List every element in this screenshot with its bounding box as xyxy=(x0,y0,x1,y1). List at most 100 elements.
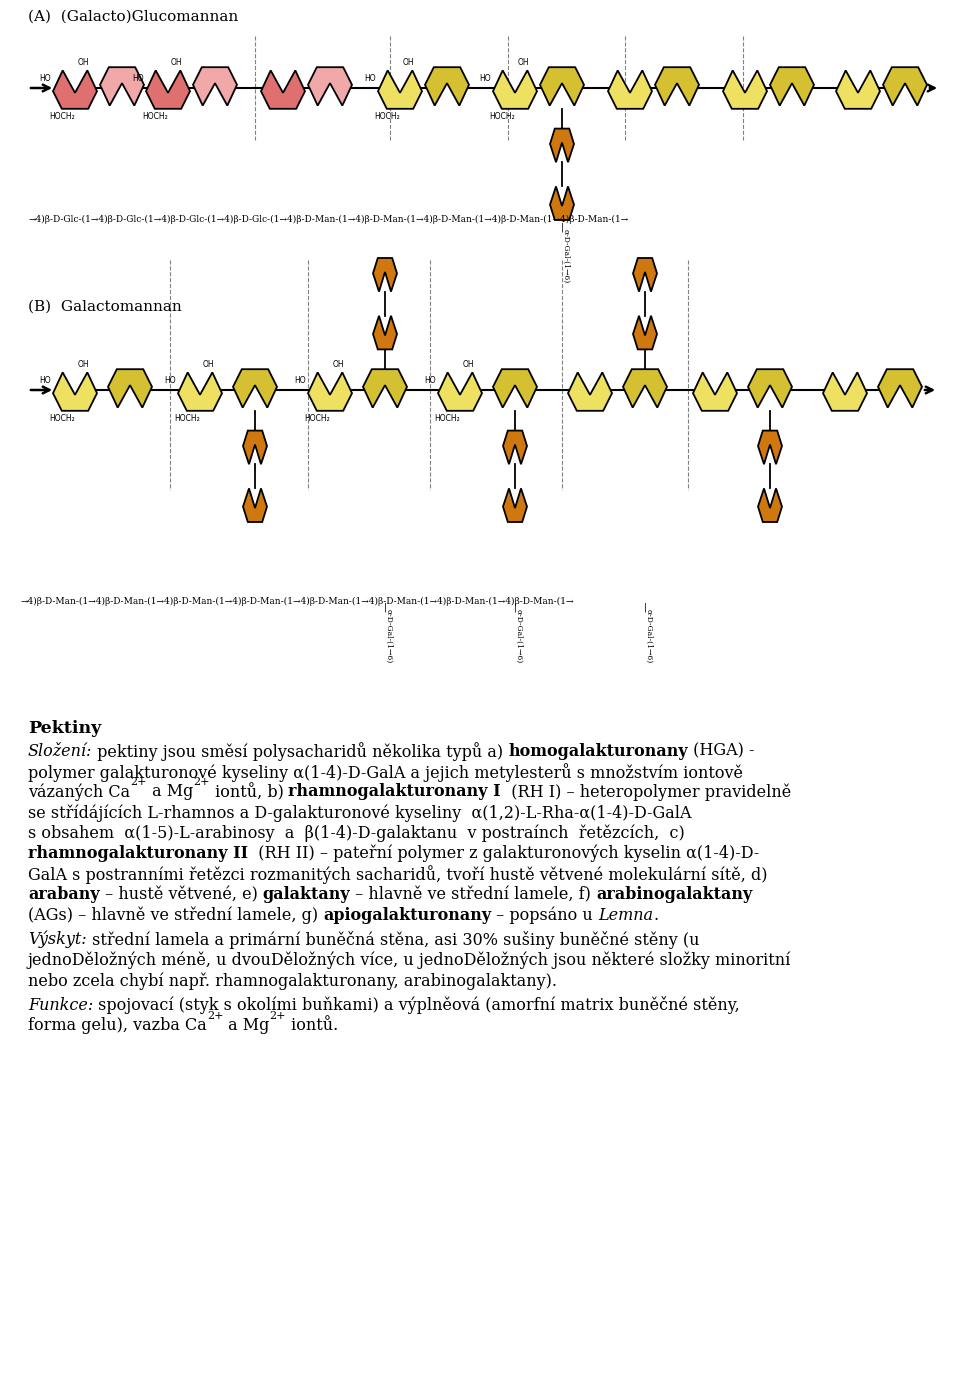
Text: OH: OH xyxy=(78,58,89,68)
Polygon shape xyxy=(568,372,612,411)
Text: HO: HO xyxy=(295,376,306,385)
Text: HO: HO xyxy=(39,376,51,385)
Text: Výskyt:: Výskyt: xyxy=(28,931,86,949)
Text: spojovací (styk s okolími buňkami) a výplněová (amorfní matrix buněčné stěny,: spojovací (styk s okolími buňkami) a výp… xyxy=(93,997,740,1015)
Polygon shape xyxy=(233,370,277,408)
Text: 2+: 2+ xyxy=(206,1011,224,1020)
Text: HOCH₂: HOCH₂ xyxy=(49,112,75,121)
Polygon shape xyxy=(758,430,782,465)
Text: rhamnogalakturonany II: rhamnogalakturonany II xyxy=(28,845,248,862)
Polygon shape xyxy=(261,70,305,109)
Polygon shape xyxy=(193,68,237,106)
Polygon shape xyxy=(503,488,527,523)
Polygon shape xyxy=(770,68,814,106)
Polygon shape xyxy=(146,70,190,109)
Text: (RH I) – heteropolymer pravidelně: (RH I) – heteropolymer pravidelně xyxy=(501,783,791,801)
Polygon shape xyxy=(823,372,867,411)
Polygon shape xyxy=(363,370,407,408)
Text: HO: HO xyxy=(479,74,491,83)
Text: OH: OH xyxy=(203,360,214,370)
Text: HOCH₂: HOCH₂ xyxy=(49,414,75,423)
Text: |: | xyxy=(514,603,516,612)
Text: apiogalakturonany: apiogalakturonany xyxy=(324,906,492,924)
Text: (A)  (Galacto)Glucomannan: (A) (Galacto)Glucomannan xyxy=(28,10,238,23)
Polygon shape xyxy=(633,258,657,291)
Text: GalA s postranními řetězci rozmanitých sacharidů, tvoří hustě větvené molekulárn: GalA s postranními řetězci rozmanitých s… xyxy=(28,866,767,884)
Polygon shape xyxy=(308,372,352,411)
Text: iontů, b): iontů, b) xyxy=(209,783,289,801)
Text: α-D-Gal-(1→6): α-D-Gal-(1→6) xyxy=(562,229,570,283)
Text: s obsahem  α(1-5)-L-arabinosy  a  β(1-4)-D-galaktanu  v postraínch  řetězcích,  : s obsahem α(1-5)-L-arabinosy a β(1-4)-D-… xyxy=(28,825,684,843)
Text: →4)β-D-Man-(1→4)β-D-Man-(1→4)β-D-Man-(1→4)β-D-Man-(1→4)β-D-Man-(1→4)β-D-Man-(1→4: →4)β-D-Man-(1→4)β-D-Man-(1→4)β-D-Man-(1→… xyxy=(20,597,573,607)
Polygon shape xyxy=(758,488,782,523)
Text: OH: OH xyxy=(332,360,344,370)
Text: |: | xyxy=(643,603,646,612)
Text: se střídájících L-rhamnos a D-galakturonové kyseliny  α(1,2)-L-Rha-α(1-4)-D-GalA: se střídájících L-rhamnos a D-galakturon… xyxy=(28,804,691,822)
Text: (HGA) -: (HGA) - xyxy=(688,742,755,760)
Text: HOCH₂: HOCH₂ xyxy=(174,414,200,423)
Text: Lemna: Lemna xyxy=(598,906,653,924)
Polygon shape xyxy=(53,372,97,411)
Polygon shape xyxy=(53,70,97,109)
Text: .: . xyxy=(653,906,659,924)
Text: arabany: arabany xyxy=(28,885,100,903)
Text: – hlavně ve střední lamele, f): – hlavně ve střední lamele, f) xyxy=(350,885,596,903)
Text: (RH II) – pateřní polymer z galakturonových kyselin α(1-4)-D-: (RH II) – pateřní polymer z galakturonov… xyxy=(248,845,759,862)
Text: HOCH₂: HOCH₂ xyxy=(142,112,168,121)
Text: |: | xyxy=(383,603,387,612)
Polygon shape xyxy=(308,68,352,106)
Text: arabinogalaktany: arabinogalaktany xyxy=(596,885,753,903)
Text: HOCH₂: HOCH₂ xyxy=(374,112,399,121)
Text: 2+: 2+ xyxy=(193,778,209,787)
Polygon shape xyxy=(693,372,737,411)
Text: |: | xyxy=(561,223,564,233)
Text: homogalakturonany: homogalakturonany xyxy=(509,742,688,760)
Polygon shape xyxy=(108,370,152,408)
Polygon shape xyxy=(243,430,267,465)
Text: a Mg: a Mg xyxy=(224,1016,270,1034)
Polygon shape xyxy=(748,370,792,408)
Text: HO: HO xyxy=(39,74,51,83)
Text: 2+: 2+ xyxy=(270,1011,286,1020)
Polygon shape xyxy=(540,68,584,106)
Polygon shape xyxy=(723,70,767,109)
Text: OH: OH xyxy=(78,360,89,370)
Text: α-D-Gal-(1→6): α-D-Gal-(1→6) xyxy=(385,610,393,663)
Text: α-D-Gal-(1→6): α-D-Gal-(1→6) xyxy=(645,610,653,663)
Polygon shape xyxy=(883,68,927,106)
Text: Pektiny: Pektiny xyxy=(28,720,101,736)
Text: HO: HO xyxy=(132,74,144,83)
Text: galaktany: galaktany xyxy=(263,885,350,903)
Text: střední lamela a primární buněčná stěna, asi 30% sušiny buněčné stěny (u: střední lamela a primární buněčná stěna,… xyxy=(86,931,699,949)
Polygon shape xyxy=(550,186,574,221)
Text: OH: OH xyxy=(171,58,182,68)
Text: Funkce:: Funkce: xyxy=(28,997,93,1014)
Polygon shape xyxy=(178,372,222,411)
Polygon shape xyxy=(633,316,657,349)
Polygon shape xyxy=(623,370,667,408)
Text: HOCH₂: HOCH₂ xyxy=(304,414,329,423)
Text: jednoDěložných méně, u dvouDěložných více, u jednoDěložných jsou některé složky : jednoDěložných méně, u dvouDěložných víc… xyxy=(28,952,791,969)
Text: – hustě větvené, e): – hustě větvené, e) xyxy=(100,885,263,903)
Polygon shape xyxy=(373,258,397,291)
Text: rhamnogalakturonany I: rhamnogalakturonany I xyxy=(289,783,501,800)
Text: α-D-Gal-(1→6): α-D-Gal-(1→6) xyxy=(515,610,523,663)
Polygon shape xyxy=(373,316,397,349)
Polygon shape xyxy=(878,370,922,408)
Text: HO: HO xyxy=(365,74,376,83)
Polygon shape xyxy=(550,128,574,163)
Text: HOCH₂: HOCH₂ xyxy=(434,414,460,423)
Polygon shape xyxy=(425,68,469,106)
Text: pektiny jsou směsí polysacharidů několika typů a): pektiny jsou směsí polysacharidů několik… xyxy=(92,742,509,761)
Text: – popsáno u: – popsáno u xyxy=(492,906,598,924)
Polygon shape xyxy=(493,370,537,408)
Text: a Mg: a Mg xyxy=(147,783,193,800)
Polygon shape xyxy=(243,488,267,523)
Polygon shape xyxy=(608,70,652,109)
Text: iontů.: iontů. xyxy=(286,1016,338,1034)
Text: OH: OH xyxy=(463,360,474,370)
Text: HO: HO xyxy=(424,376,436,385)
Text: polymer galakturonové kyseliny α(1-4)-D-GalA a jejich metylesterů s množstvím io: polymer galakturonové kyseliny α(1-4)-D-… xyxy=(28,763,743,782)
Polygon shape xyxy=(378,70,422,109)
Text: OH: OH xyxy=(517,58,529,68)
